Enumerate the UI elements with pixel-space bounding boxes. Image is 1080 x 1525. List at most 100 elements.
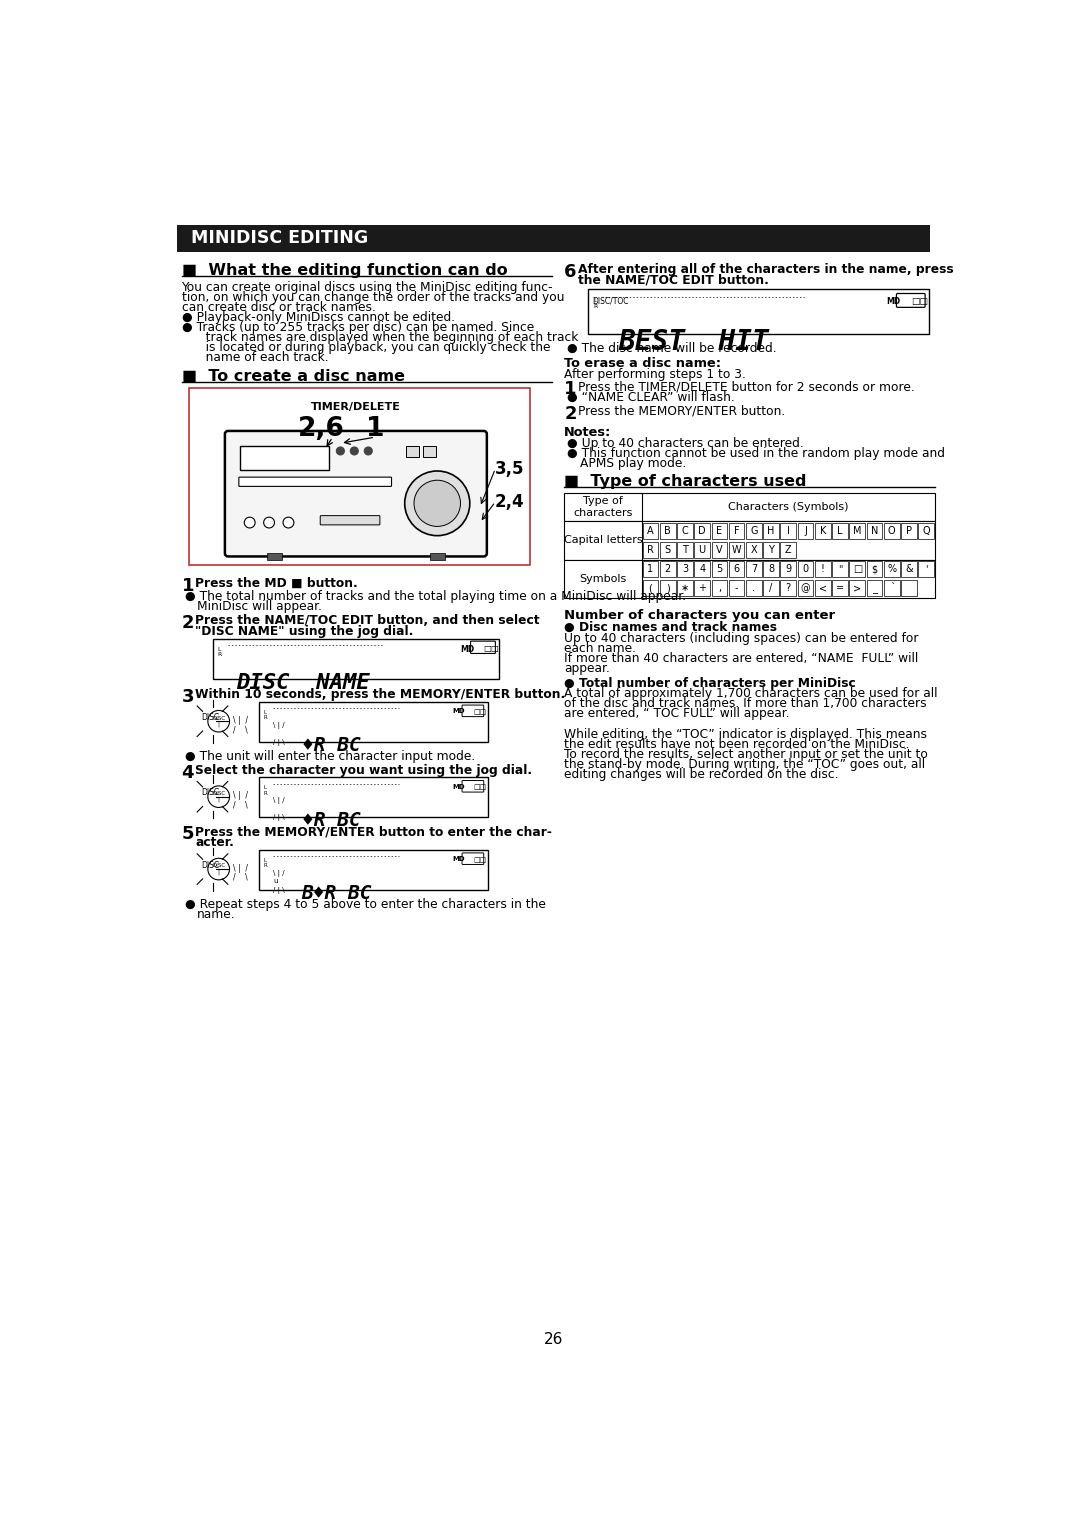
Text: DISC
|: DISC | bbox=[212, 715, 226, 727]
Text: Number of characters you can enter: Number of characters you can enter bbox=[565, 608, 836, 622]
Text: B♦R BC: B♦R BC bbox=[301, 883, 373, 903]
Text: is located or during playback, you can quickly check the: is located or during playback, you can q… bbox=[194, 342, 551, 354]
Bar bbox=[883, 523, 900, 538]
Text: MD: MD bbox=[886, 297, 900, 307]
Text: 2: 2 bbox=[565, 404, 577, 422]
Text: W: W bbox=[732, 544, 742, 555]
Bar bbox=[833, 561, 848, 578]
Bar bbox=[781, 561, 796, 578]
Text: L
R: L R bbox=[264, 709, 268, 720]
Text: DISC
|: DISC | bbox=[212, 863, 226, 875]
Bar bbox=[660, 541, 675, 558]
Text: Capital letters: Capital letters bbox=[564, 535, 643, 546]
Bar bbox=[781, 581, 796, 596]
Circle shape bbox=[337, 447, 345, 454]
Circle shape bbox=[283, 517, 294, 528]
Text: After entering all of the characters in the name, press: After entering all of the characters in … bbox=[578, 264, 954, 276]
Text: □□: □□ bbox=[910, 297, 928, 307]
Bar bbox=[660, 561, 675, 578]
Text: +: + bbox=[698, 584, 706, 593]
Text: 1: 1 bbox=[366, 415, 384, 442]
Text: MD: MD bbox=[453, 708, 465, 714]
Bar bbox=[643, 523, 659, 538]
Bar bbox=[694, 561, 710, 578]
Bar bbox=[643, 561, 659, 578]
Text: L
R: L R bbox=[264, 857, 268, 868]
Text: ■  To create a disc name: ■ To create a disc name bbox=[181, 369, 405, 384]
Text: M: M bbox=[853, 526, 862, 535]
Text: ♦R BC: ♦R BC bbox=[301, 737, 361, 755]
Text: Press the NAME/TOC EDIT button, and then select: Press the NAME/TOC EDIT button, and then… bbox=[195, 615, 540, 627]
Text: each name.: each name. bbox=[565, 642, 636, 654]
Text: DISC: DISC bbox=[201, 860, 219, 869]
Text: <: < bbox=[819, 584, 827, 593]
Bar bbox=[729, 581, 744, 596]
Bar bbox=[815, 523, 831, 538]
Text: If more than 40 characters are entered, “NAME  FULL” will: If more than 40 characters are entered, … bbox=[565, 651, 919, 665]
Text: 6: 6 bbox=[565, 264, 577, 281]
Bar bbox=[901, 523, 917, 538]
FancyBboxPatch shape bbox=[462, 781, 484, 791]
Circle shape bbox=[414, 480, 460, 526]
Bar bbox=[798, 581, 813, 596]
Text: N: N bbox=[870, 526, 878, 535]
Bar bbox=[677, 541, 692, 558]
Circle shape bbox=[350, 447, 359, 454]
Text: are entered, “ TOC FULL” will appear.: are entered, “ TOC FULL” will appear. bbox=[565, 708, 789, 720]
Bar bbox=[815, 561, 831, 578]
Text: ): ) bbox=[666, 584, 670, 593]
Bar bbox=[712, 541, 727, 558]
Bar bbox=[849, 523, 865, 538]
Text: 1: 1 bbox=[647, 564, 653, 573]
Text: ■  Type of characters used: ■ Type of characters used bbox=[565, 474, 807, 490]
Text: □□: □□ bbox=[483, 645, 499, 653]
Text: DISC/TOC: DISC/TOC bbox=[592, 297, 629, 307]
Bar bbox=[712, 581, 727, 596]
Text: F: F bbox=[733, 526, 740, 535]
Bar bbox=[849, 561, 865, 578]
Bar bbox=[833, 523, 848, 538]
Text: 2,4: 2,4 bbox=[495, 493, 524, 511]
Text: ": " bbox=[838, 564, 842, 573]
Bar bbox=[189, 387, 530, 564]
Text: 7: 7 bbox=[751, 564, 757, 573]
Text: /    \: / \ bbox=[232, 801, 247, 810]
Text: (: ( bbox=[648, 584, 652, 593]
Text: Characters (Symbols): Characters (Symbols) bbox=[728, 502, 849, 512]
Text: \ |  /: \ | / bbox=[232, 863, 247, 872]
FancyBboxPatch shape bbox=[321, 515, 380, 525]
Text: Press the MD ■ button.: Press the MD ■ button. bbox=[195, 578, 359, 590]
Text: ♦R BC: ♦R BC bbox=[301, 811, 361, 830]
Text: u: u bbox=[273, 877, 278, 883]
Text: the stand-by mode. During writing, the “TOC” goes out, all: the stand-by mode. During writing, the “… bbox=[565, 758, 926, 772]
Text: can create disc or track names.: can create disc or track names. bbox=[181, 300, 376, 314]
Text: After performing steps 1 to 3.: After performing steps 1 to 3. bbox=[565, 368, 746, 381]
Text: TIMER/DELETE: TIMER/DELETE bbox=[311, 401, 401, 412]
Bar bbox=[729, 561, 744, 578]
Text: !: ! bbox=[821, 564, 825, 573]
Text: /: / bbox=[769, 584, 772, 593]
Bar bbox=[883, 581, 900, 596]
Text: Press the MEMORY/ENTER button to enter the char-: Press the MEMORY/ENTER button to enter t… bbox=[195, 825, 552, 839]
Text: □□: □□ bbox=[473, 857, 486, 863]
Text: _: _ bbox=[870, 584, 878, 593]
Text: 2: 2 bbox=[664, 564, 671, 573]
Bar bbox=[177, 226, 930, 252]
Text: ■  What the editing function can do: ■ What the editing function can do bbox=[181, 264, 508, 278]
Text: G: G bbox=[751, 526, 757, 535]
Bar bbox=[866, 523, 882, 538]
Text: K: K bbox=[820, 526, 826, 535]
Bar bbox=[565, 493, 935, 522]
Text: name of each track.: name of each track. bbox=[194, 351, 328, 364]
Bar bbox=[694, 523, 710, 538]
Text: Within 10 seconds, press the MEMORY/ENTER button.: Within 10 seconds, press the MEMORY/ENTE… bbox=[195, 688, 566, 702]
Text: \ |  /: \ | / bbox=[232, 791, 247, 801]
Text: 3: 3 bbox=[681, 564, 688, 573]
Bar bbox=[259, 849, 488, 891]
Bar bbox=[240, 445, 328, 470]
Text: I: I bbox=[787, 526, 789, 535]
Text: \ | /: \ | / bbox=[273, 798, 284, 805]
Text: T: T bbox=[681, 544, 688, 555]
Text: name.: name. bbox=[197, 907, 235, 921]
Text: ,: , bbox=[718, 584, 721, 593]
